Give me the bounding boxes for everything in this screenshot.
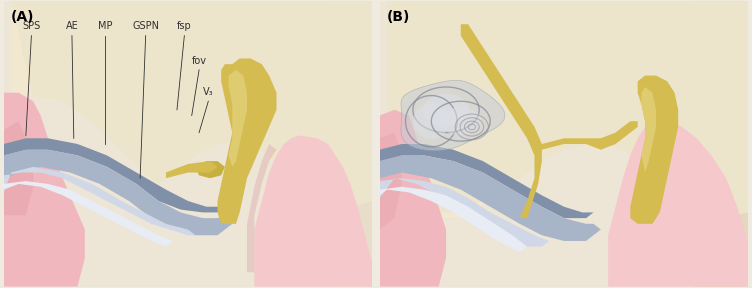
Text: V₃: V₃	[203, 87, 214, 97]
Polygon shape	[4, 93, 85, 287]
Text: (B): (B)	[387, 10, 411, 24]
Polygon shape	[693, 1, 748, 287]
Polygon shape	[380, 110, 446, 287]
Text: AE: AE	[65, 21, 78, 31]
Polygon shape	[4, 121, 33, 215]
Polygon shape	[380, 144, 593, 218]
Polygon shape	[254, 135, 372, 287]
Polygon shape	[380, 156, 601, 241]
Polygon shape	[630, 75, 678, 224]
Polygon shape	[166, 161, 217, 178]
Text: fsp: fsp	[177, 21, 192, 31]
Polygon shape	[608, 121, 748, 287]
Text: (A): (A)	[11, 10, 35, 24]
Polygon shape	[387, 1, 748, 218]
Polygon shape	[380, 187, 527, 252]
Polygon shape	[4, 150, 232, 235]
Polygon shape	[4, 167, 196, 235]
Polygon shape	[380, 178, 549, 247]
Text: SPS: SPS	[23, 21, 41, 31]
Text: GSPN: GSPN	[132, 21, 159, 31]
Polygon shape	[423, 94, 469, 126]
Polygon shape	[535, 121, 638, 156]
Polygon shape	[4, 181, 173, 247]
Polygon shape	[414, 103, 450, 139]
Polygon shape	[247, 144, 277, 272]
Polygon shape	[11, 1, 372, 213]
Polygon shape	[4, 138, 225, 213]
Polygon shape	[380, 1, 748, 287]
Polygon shape	[4, 1, 372, 287]
Polygon shape	[380, 132, 402, 230]
Polygon shape	[217, 58, 277, 224]
Polygon shape	[229, 70, 247, 167]
Text: MP: MP	[98, 21, 112, 31]
Polygon shape	[401, 80, 505, 151]
Polygon shape	[196, 161, 225, 178]
Polygon shape	[387, 1, 748, 218]
Polygon shape	[461, 24, 542, 218]
Polygon shape	[328, 1, 372, 287]
Text: fov: fov	[192, 56, 207, 66]
Polygon shape	[440, 107, 481, 135]
Polygon shape	[11, 1, 372, 207]
Polygon shape	[641, 87, 656, 173]
